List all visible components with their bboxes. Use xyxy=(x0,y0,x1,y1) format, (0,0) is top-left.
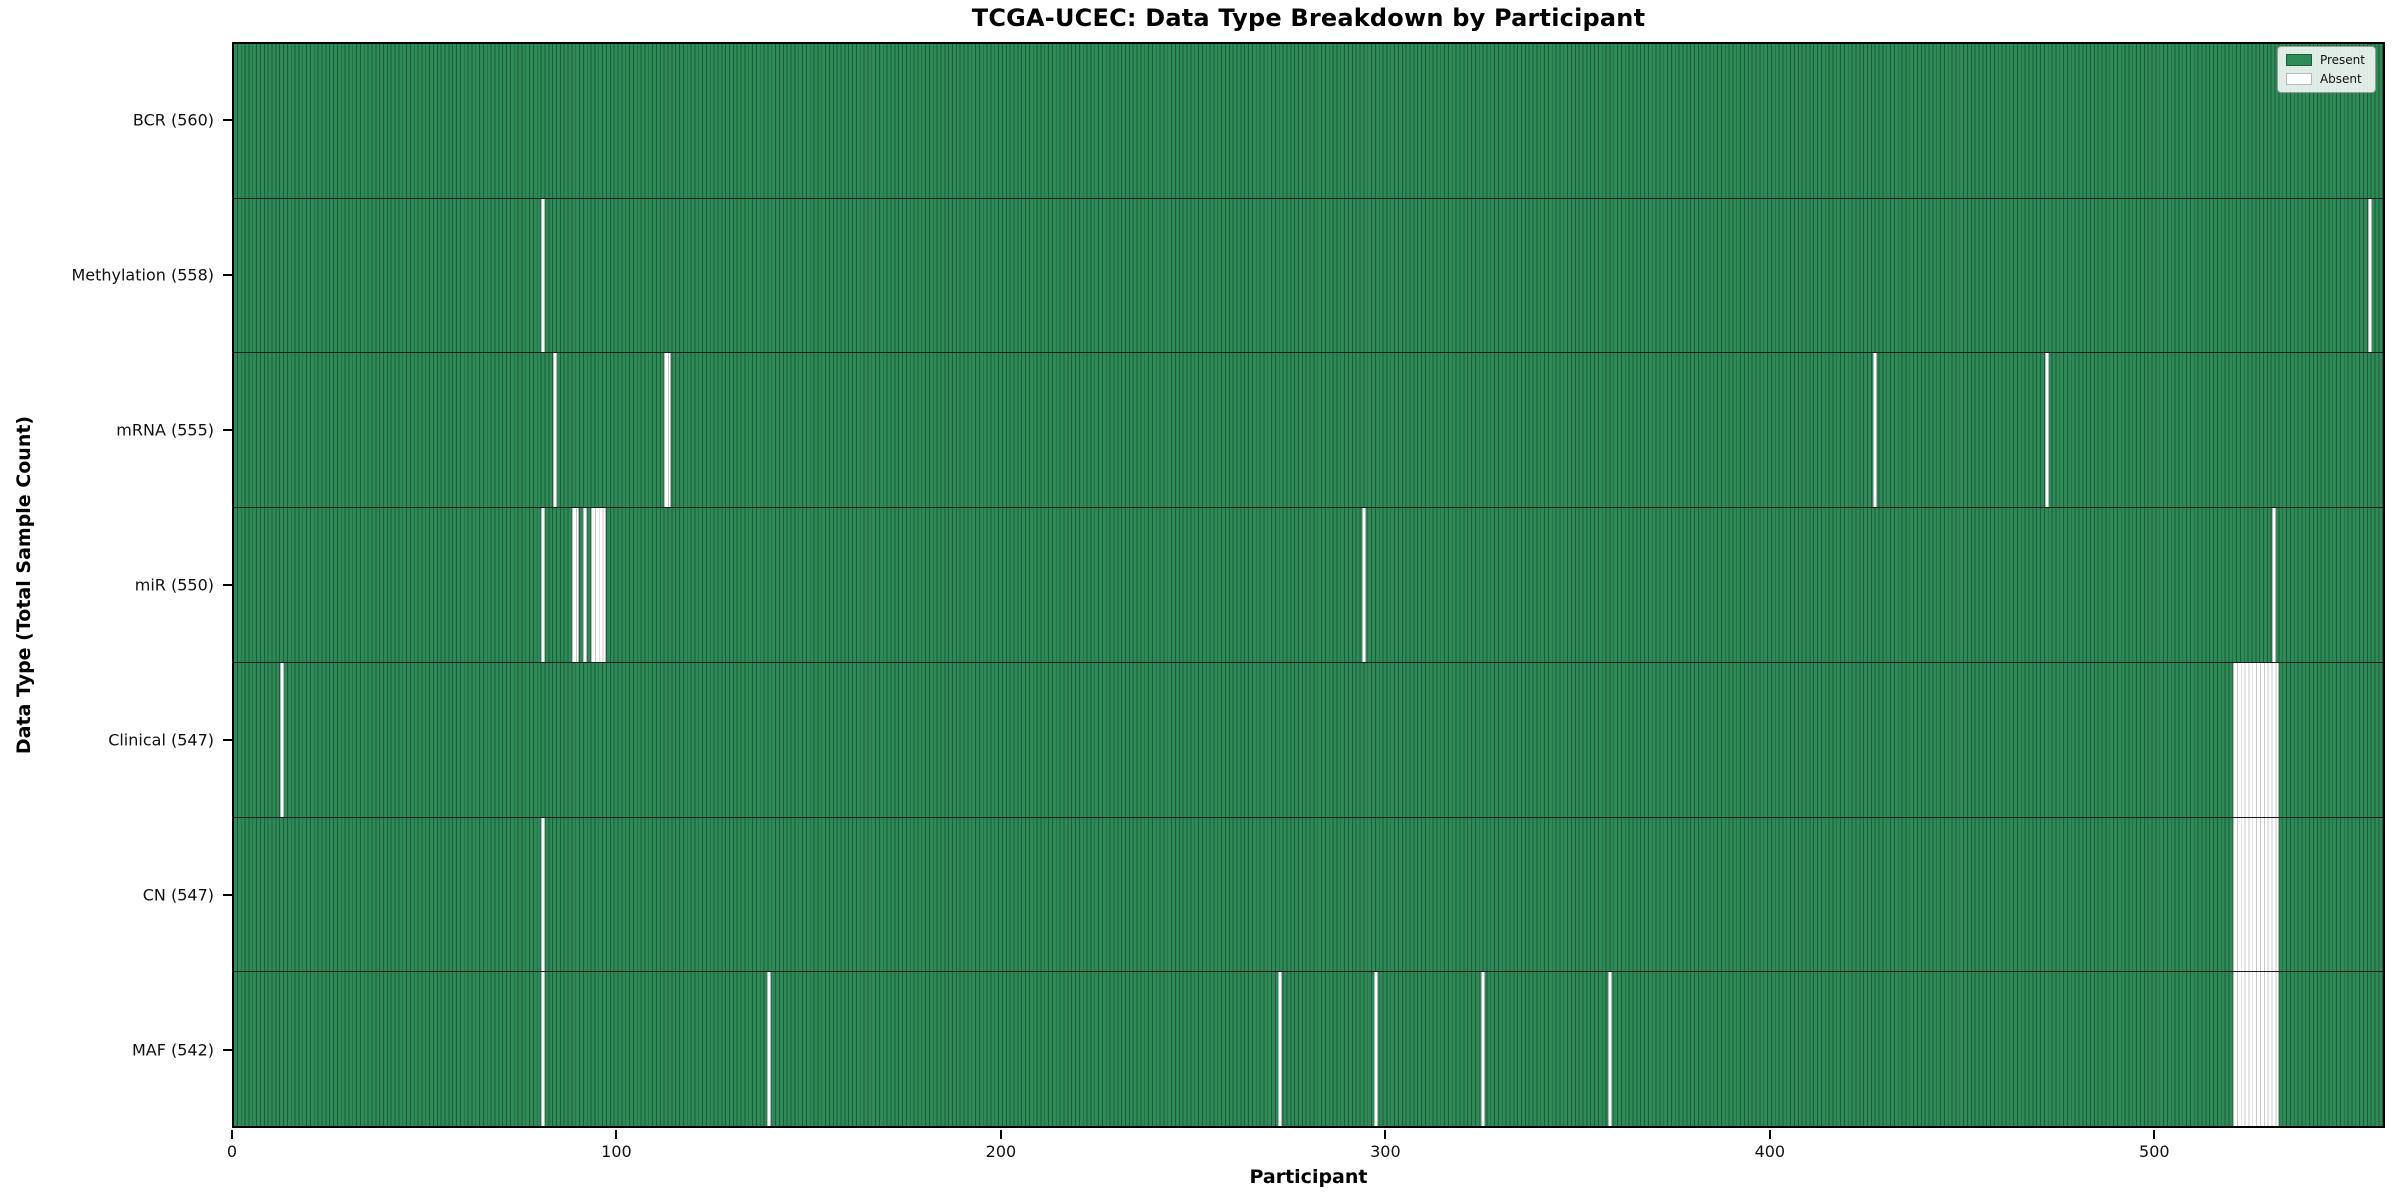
absent-gap xyxy=(663,353,672,508)
legend-label-absent: Absent xyxy=(2319,72,2362,86)
heatmap-row xyxy=(234,508,2383,663)
heatmap-row xyxy=(234,662,2383,818)
absent-gap xyxy=(571,508,580,662)
x-tick-mark xyxy=(1384,1130,1387,1139)
y-tick-label: CN (547) xyxy=(142,885,214,905)
x-tick-label: 200 xyxy=(985,1142,1017,1161)
y-tick-label: BCR (560) xyxy=(132,110,214,130)
absent-gap xyxy=(1872,353,1877,508)
absent-gap xyxy=(541,198,545,353)
y-tick-mark xyxy=(223,273,232,276)
y-tick-label: mRNA (555) xyxy=(116,420,214,440)
heatmap-row xyxy=(234,972,2383,1127)
absent-gap xyxy=(280,662,285,817)
heatmap-row xyxy=(234,817,2383,973)
absent-swatch-icon xyxy=(2285,73,2312,85)
legend: Present Absent xyxy=(2276,46,2376,93)
y-tick-label: Clinical (547) xyxy=(108,730,214,750)
absent-gap xyxy=(541,817,545,972)
x-tick-mark xyxy=(999,1130,1002,1139)
absent-gap xyxy=(541,508,545,662)
absent-gap xyxy=(2233,817,2280,972)
x-tick-mark xyxy=(231,1130,233,1139)
legend-item-present: Present xyxy=(2285,53,2365,67)
y-tick-mark xyxy=(223,1049,232,1052)
heatmap-row xyxy=(234,353,2383,509)
absent-gap xyxy=(1373,972,1378,1127)
y-tick-mark xyxy=(223,739,232,742)
heatmap-row xyxy=(234,198,2383,354)
absent-gap xyxy=(1607,972,1612,1127)
x-tick-label: 500 xyxy=(2139,1142,2170,1161)
absent-gap xyxy=(541,972,545,1127)
y-tick-label: miR (550) xyxy=(134,575,214,595)
legend-label-present: Present xyxy=(2319,53,2365,67)
y-tick-label: MAF (542) xyxy=(131,1040,214,1060)
x-axis-title: Participant xyxy=(1249,1166,1368,1188)
y-tick-mark xyxy=(223,428,232,431)
x-tick-label: 300 xyxy=(1370,1142,1401,1161)
y-tick-label: Methylation (558) xyxy=(71,265,214,285)
x-tick-mark xyxy=(2153,1130,2156,1139)
absent-gap xyxy=(2271,508,2276,662)
x-tick-mark xyxy=(615,1130,618,1139)
heatmap-row xyxy=(234,44,2383,199)
y-tick-mark xyxy=(223,118,232,121)
x-tick-mark xyxy=(1768,1130,1771,1139)
absent-gap xyxy=(2367,198,2372,353)
x-tick-label: 0 xyxy=(226,1142,238,1161)
y-tick-mark xyxy=(223,894,232,897)
plot-area: Present Absent xyxy=(232,42,2385,1128)
chart-title: TCGA-UCEC: Data Type Breakdown by Partic… xyxy=(971,4,1646,32)
legend-item-absent: Absent xyxy=(2285,72,2365,86)
present-swatch-icon xyxy=(2285,54,2312,66)
absent-gap xyxy=(2045,353,2050,508)
x-tick-label: 100 xyxy=(601,1142,632,1161)
absent-gap xyxy=(2233,972,2280,1127)
absent-gap xyxy=(583,508,588,662)
absent-gap xyxy=(552,353,557,508)
y-tick-mark xyxy=(223,584,232,586)
absent-gap xyxy=(1277,972,1282,1127)
absent-gap xyxy=(1362,508,1367,662)
x-tick-label: 400 xyxy=(1754,1142,1786,1161)
absent-gap xyxy=(2233,662,2280,817)
absent-gap xyxy=(767,972,772,1127)
absent-gap xyxy=(590,508,607,662)
absent-gap xyxy=(1481,972,1486,1127)
